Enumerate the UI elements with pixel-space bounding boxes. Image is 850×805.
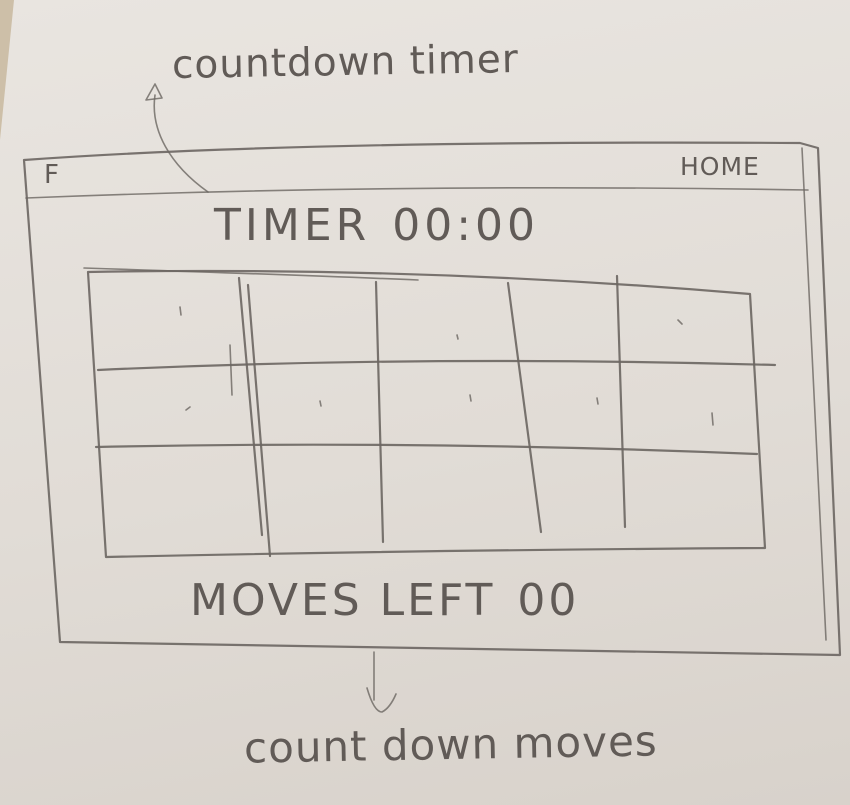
tile-mark (469, 394, 472, 402)
timer-label: TIMER (214, 200, 371, 251)
grid-col-line-1b (246, 283, 272, 558)
tile-mark (185, 406, 191, 411)
window-inner-edge (801, 147, 827, 641)
brand-logo[interactable]: F (44, 160, 59, 190)
moves-value: 00 (517, 575, 580, 626)
tile-mark (711, 412, 714, 426)
tile-mark (179, 306, 182, 316)
tile-mark (456, 334, 459, 340)
moves-label: MOVES LEFT (190, 575, 496, 626)
timer-value: 00:00 (392, 200, 540, 251)
grid-outline (86, 269, 767, 559)
timer-annotation-arrowhead (145, 83, 163, 101)
header-divider (25, 186, 809, 199)
grid-col-line-1a (237, 276, 264, 537)
tile-mark (677, 319, 683, 325)
grid-col-line-2 (374, 280, 385, 544)
tile-mark (596, 397, 599, 405)
grid-col-line-3 (506, 281, 543, 534)
window-frame (22, 141, 842, 657)
moves-annotation-text: count down moves (243, 716, 659, 773)
moves-left-display: MOVES LEFT 00 (190, 575, 579, 626)
grid-outline-extra (83, 267, 419, 281)
grid-col-line-4 (615, 274, 627, 529)
tile-mark (319, 400, 322, 407)
grid-tick-a (229, 344, 233, 396)
timer-annotation-text: countdown timer (171, 36, 520, 89)
timer-display: TIMER 00:00 (214, 200, 539, 251)
nav-home-link[interactable]: HOME (680, 152, 760, 181)
grid-row-line-2 (94, 443, 759, 456)
moves-annotation-arrowhead (366, 687, 397, 713)
timer-annotation-arrow (153, 94, 209, 193)
grid-row-line-1 (96, 359, 777, 372)
